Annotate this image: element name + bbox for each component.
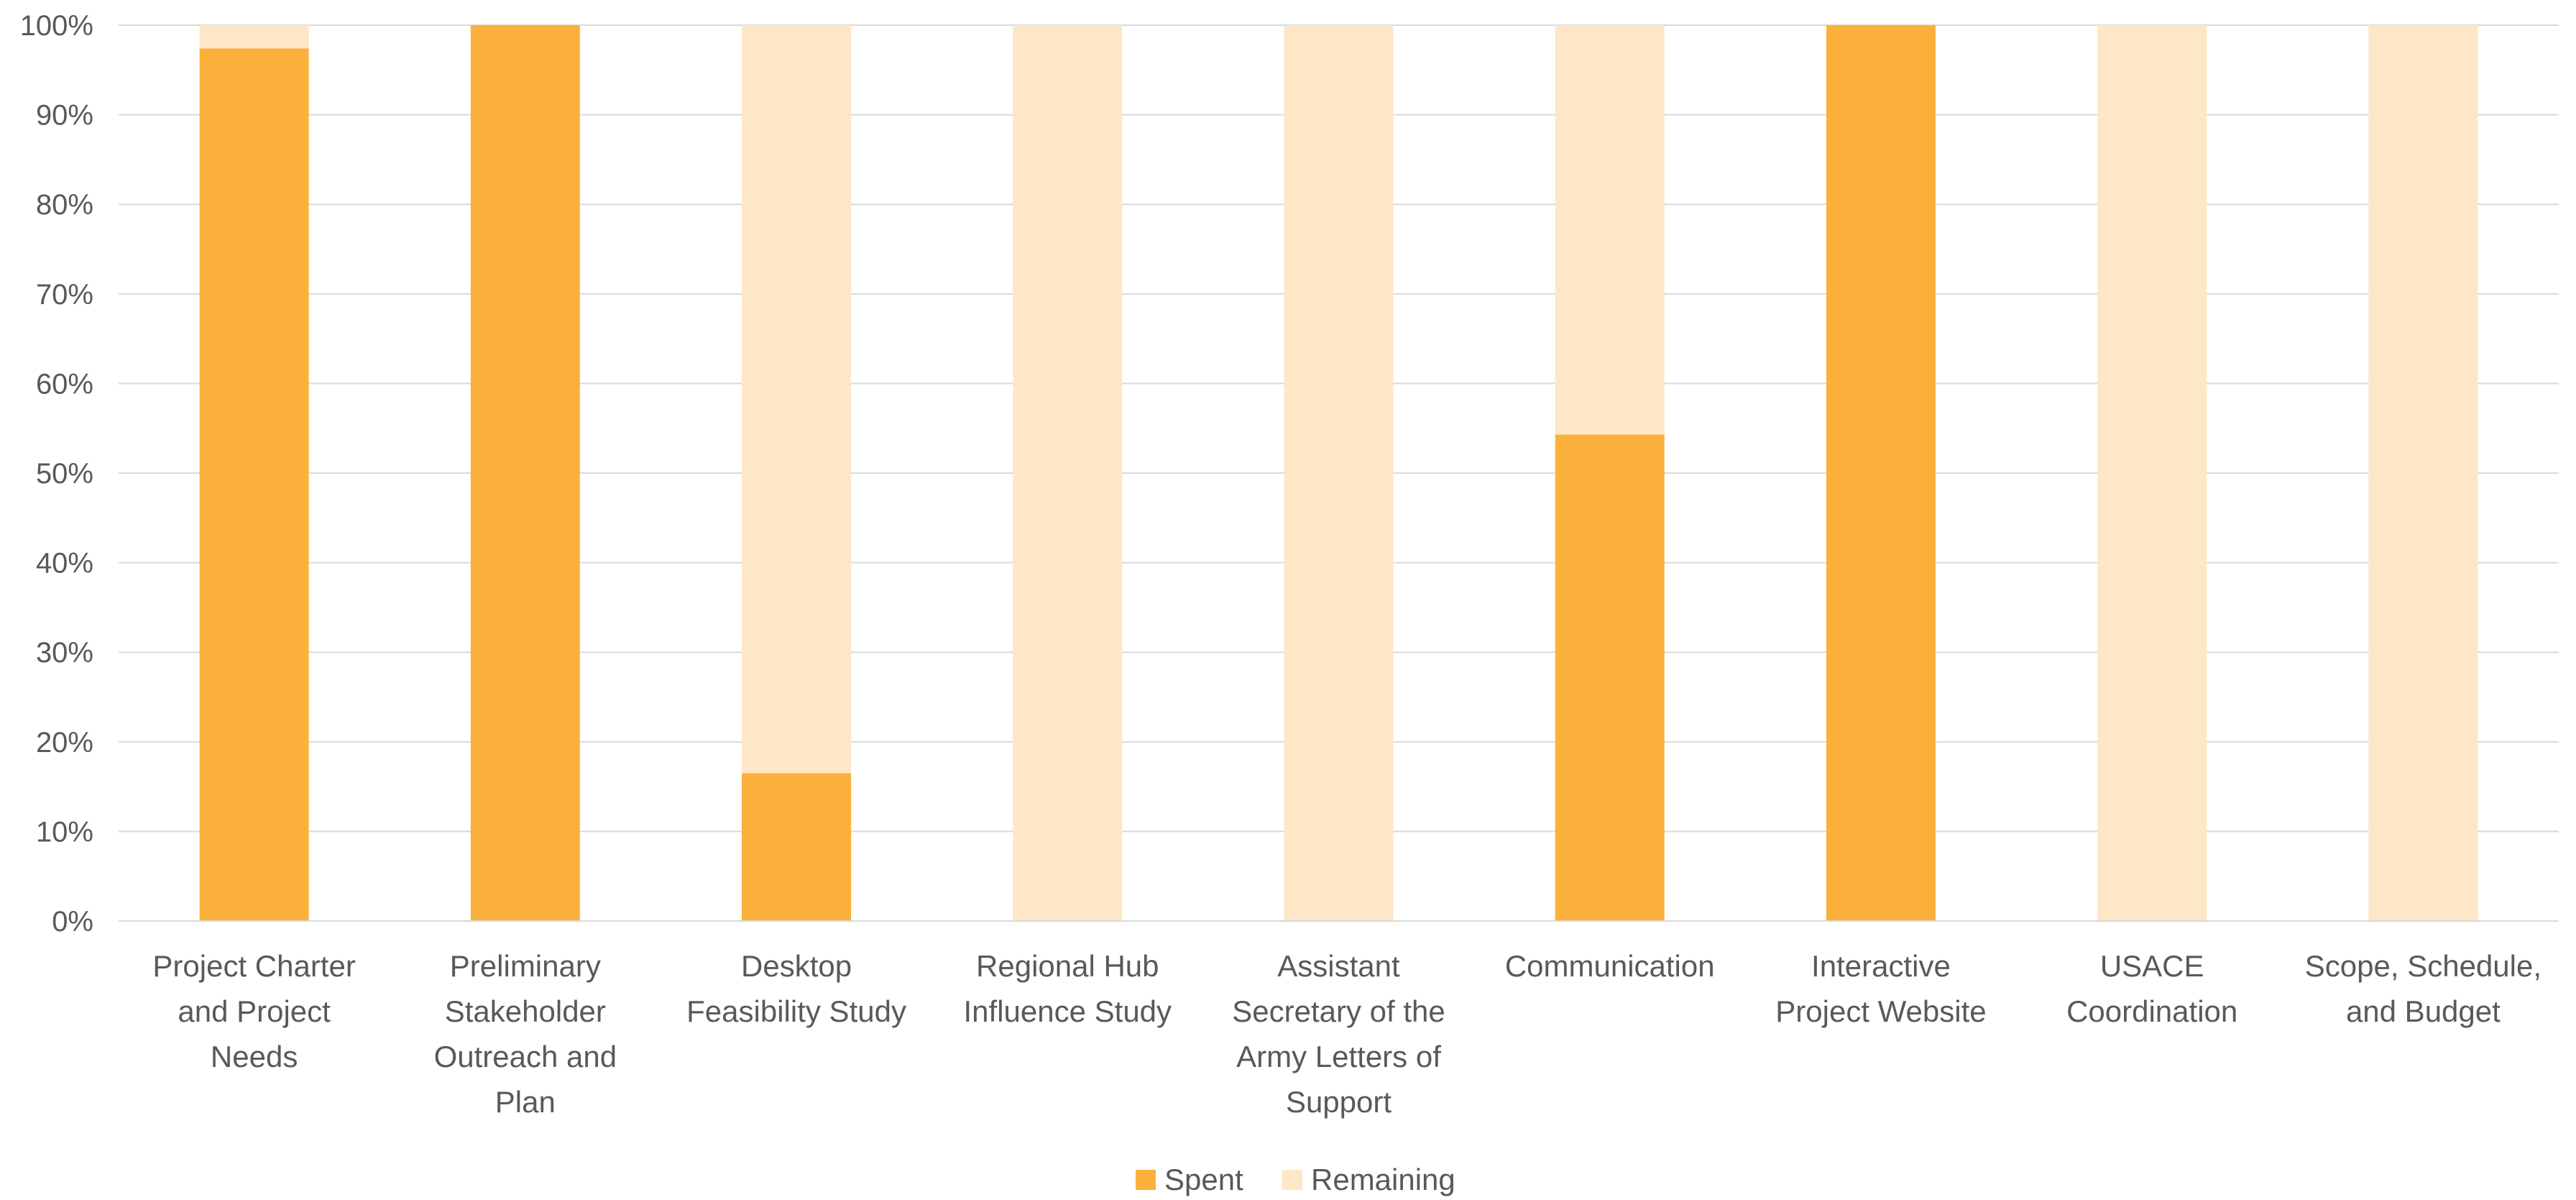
y-tick-label: 80% <box>36 189 93 221</box>
bar-segment-remaining <box>2368 25 2478 921</box>
y-axis: 0% 10% 20% 30% 40% 50% 60% 70% 80% 90% 100% <box>20 10 93 938</box>
bar-segment-spent <box>470 25 580 921</box>
y-tick-label: 10% <box>36 816 93 848</box>
x-axis: Project Charter and Project Needs Prelimina… <box>119 920 2559 1119</box>
y-tick-label: 0% <box>52 906 93 938</box>
bar-segment-spent <box>742 773 852 921</box>
legend-label-spent: Spent <box>1164 1163 1243 1196</box>
y-tick-label: 90% <box>36 100 93 132</box>
legend-label-remaining: Remaining <box>1311 1163 1455 1196</box>
x-tick-label: Assistant Secretary of the Army Letters of… <box>1232 949 1445 1119</box>
bar-segment-remaining <box>1555 25 1665 435</box>
bars <box>199 25 2478 921</box>
bar-segment-spent <box>199 48 309 921</box>
legend-swatch-remaining <box>1282 1170 1302 1190</box>
bar-segment-remaining <box>199 25 309 49</box>
bar-segment-remaining <box>1284 25 1394 921</box>
x-tick-label: USACE Coordination <box>2066 949 2237 1028</box>
bar-segment-spent <box>1826 25 1936 921</box>
x-tick-label: Preliminary Stakeholder Outreach and Plan <box>434 949 617 1119</box>
bar-segment-remaining <box>742 25 852 774</box>
bar-segment-spent <box>1555 434 1665 921</box>
x-tick-label: Desktop Feasibility Study <box>686 949 906 1028</box>
x-tick-label: Interactive Project Website <box>1775 949 1986 1028</box>
bar-segment-remaining <box>2097 25 2207 921</box>
y-tick-label: 70% <box>36 279 93 311</box>
y-tick-label: 50% <box>36 458 93 490</box>
x-tick-label: Regional Hub Influence Study <box>964 949 1172 1028</box>
bar-segment-remaining <box>1013 25 1123 921</box>
y-tick-label: 60% <box>36 368 93 400</box>
y-tick-label: 30% <box>36 637 93 669</box>
x-tick-label: Scope, Schedule, and Budget <box>2305 949 2542 1028</box>
legend: Spent Remaining <box>1136 1163 1455 1196</box>
y-tick-label: 40% <box>36 548 93 580</box>
x-tick-label: Project Charter and Project Needs <box>152 949 355 1073</box>
y-tick-label: 20% <box>36 727 93 759</box>
y-tick-label: 100% <box>20 10 93 42</box>
legend-swatch-spent <box>1136 1170 1156 1190</box>
x-tick-label: Communication <box>1505 949 1715 983</box>
